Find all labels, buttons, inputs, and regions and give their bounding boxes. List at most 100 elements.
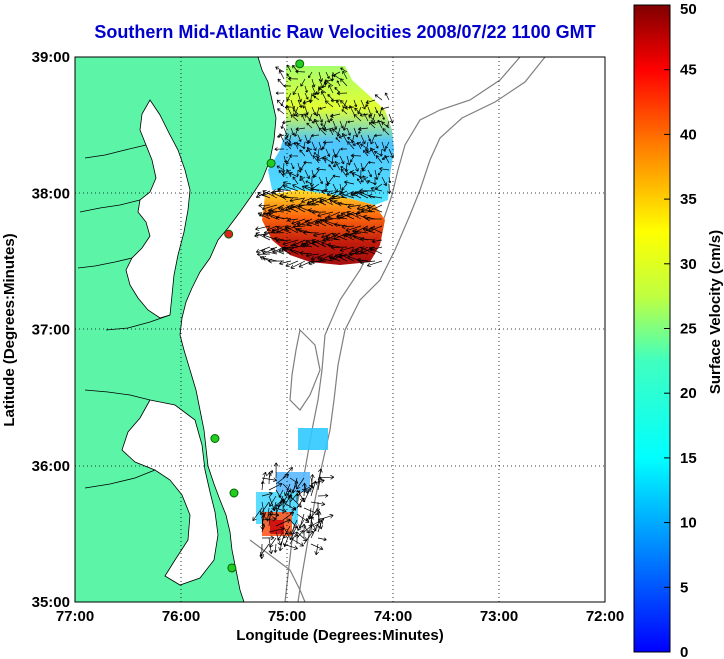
velocity-arrow (280, 498, 286, 515)
velocity-arrow (328, 164, 334, 171)
velocity-arrow (319, 106, 327, 110)
velocity-arrow (305, 180, 313, 185)
velocity-arrow (317, 513, 334, 521)
velocity-arrow (317, 468, 323, 485)
albemarle-inlet (84, 389, 151, 401)
velocity-arrow (385, 141, 390, 149)
velocity-arrow (344, 162, 349, 173)
velocity-arrow (334, 160, 341, 171)
velocity-arrow (290, 204, 306, 213)
velocity-arrow (258, 203, 271, 208)
velocity-arrow (267, 471, 272, 485)
velocity-arrow (274, 504, 280, 521)
river-inlet-4 (105, 314, 171, 331)
velocity-arrow (345, 225, 362, 233)
station-2-marker (266, 158, 276, 168)
velocity-arrow (296, 169, 300, 177)
velocity-arrow (282, 184, 299, 192)
velocity-arrow (287, 495, 293, 509)
velocity-arrow (309, 474, 315, 491)
velocity-arrow (317, 537, 327, 542)
velocity-arrow (335, 137, 341, 143)
velocity-arrow (347, 141, 355, 150)
velocity-arrow (341, 224, 355, 230)
lon-tick-label: 75:00 (268, 608, 306, 625)
velocity-arrow (299, 250, 313, 256)
velocity-arrow (318, 87, 327, 94)
velocity-arrow (276, 238, 292, 244)
velocity-arrow (342, 120, 348, 131)
velocity-arrow (339, 253, 355, 262)
velocity-arrow (259, 501, 270, 516)
velocity-arrow (309, 176, 314, 188)
velocity-arrow (340, 166, 348, 171)
velocity-arrow (275, 215, 292, 221)
velocity-arrow (261, 204, 278, 211)
velocity-arrow (262, 211, 278, 216)
velocity-arrow (313, 232, 327, 238)
velocity-arrow (341, 183, 348, 191)
colorbar-tick-label: 45 (680, 62, 697, 79)
velocity-arrow (302, 99, 313, 105)
velocity-arrow (381, 121, 390, 129)
velocity-arrow (275, 518, 291, 527)
velocity-field-south (262, 190, 385, 265)
velocity-arrow (283, 531, 291, 548)
velocity-arrow (307, 134, 313, 144)
lat-tick-label: 35:00 (32, 594, 70, 611)
velocity-arrow (290, 243, 306, 249)
velocity-arrow (272, 501, 277, 511)
velocity-arrow (353, 114, 362, 122)
lat-tick-label: 37:00 (32, 322, 70, 339)
velocity-arrow (367, 160, 376, 165)
velocity-arrow (364, 141, 369, 152)
velocity-arrow (332, 162, 341, 168)
velocity-arrow (330, 113, 341, 118)
x-axis-label: Longitude (Degrees:Minutes) (236, 627, 444, 644)
velocity-arrow (303, 160, 313, 165)
velocity-arrow (277, 108, 285, 115)
velocity-arrow (381, 113, 385, 120)
station-markers (210, 59, 305, 573)
velocity-arrow (306, 147, 313, 157)
lon-tick-label: 74:00 (374, 608, 412, 625)
velocity-arrow (336, 80, 341, 87)
velocity-arrow (362, 227, 376, 234)
velocity-arrow (329, 113, 334, 122)
velocity-arrow (300, 162, 306, 171)
lon-tick-label: 77:00 (56, 608, 94, 625)
velocity-arrow (365, 99, 376, 105)
velocity-arrow (278, 489, 284, 498)
velocity-arrow (360, 134, 366, 145)
velocity-arrow (311, 209, 327, 215)
velocity-arrow (381, 176, 388, 187)
velocity-arrow (296, 477, 305, 490)
velocity-patch-1 (298, 428, 328, 450)
velocity-arrow (261, 514, 266, 527)
velocity-arrow (304, 113, 313, 122)
velocity-arrow (325, 71, 330, 79)
velocity-arrow (286, 73, 292, 80)
velocity-arrow (363, 113, 369, 122)
velocity-arrow (360, 176, 369, 183)
velocity-arrow (283, 127, 289, 138)
velocity-arrow (285, 155, 292, 165)
velocity-arrow (311, 78, 316, 88)
velocity-arrow (311, 133, 320, 138)
velocity-arrow (308, 71, 313, 79)
velocity-arrow (324, 80, 334, 87)
velocity-arrow (352, 141, 362, 146)
velocity-arrow (388, 176, 392, 184)
river-inlet-1 (79, 199, 141, 213)
velocity-arrow (357, 178, 362, 185)
velocity-arrow (268, 482, 283, 491)
velocity-arrow (340, 168, 348, 178)
lat-tick-label: 38:00 (32, 185, 70, 202)
velocity-arrow (271, 228, 285, 234)
velocity-arrow (297, 99, 303, 108)
velocity-arrow (340, 67, 348, 73)
velocity-arrow (370, 147, 376, 157)
colorbar-tick-label: 35 (680, 191, 697, 208)
velocity-arrow (275, 473, 289, 485)
velocity-arrow (374, 106, 379, 114)
